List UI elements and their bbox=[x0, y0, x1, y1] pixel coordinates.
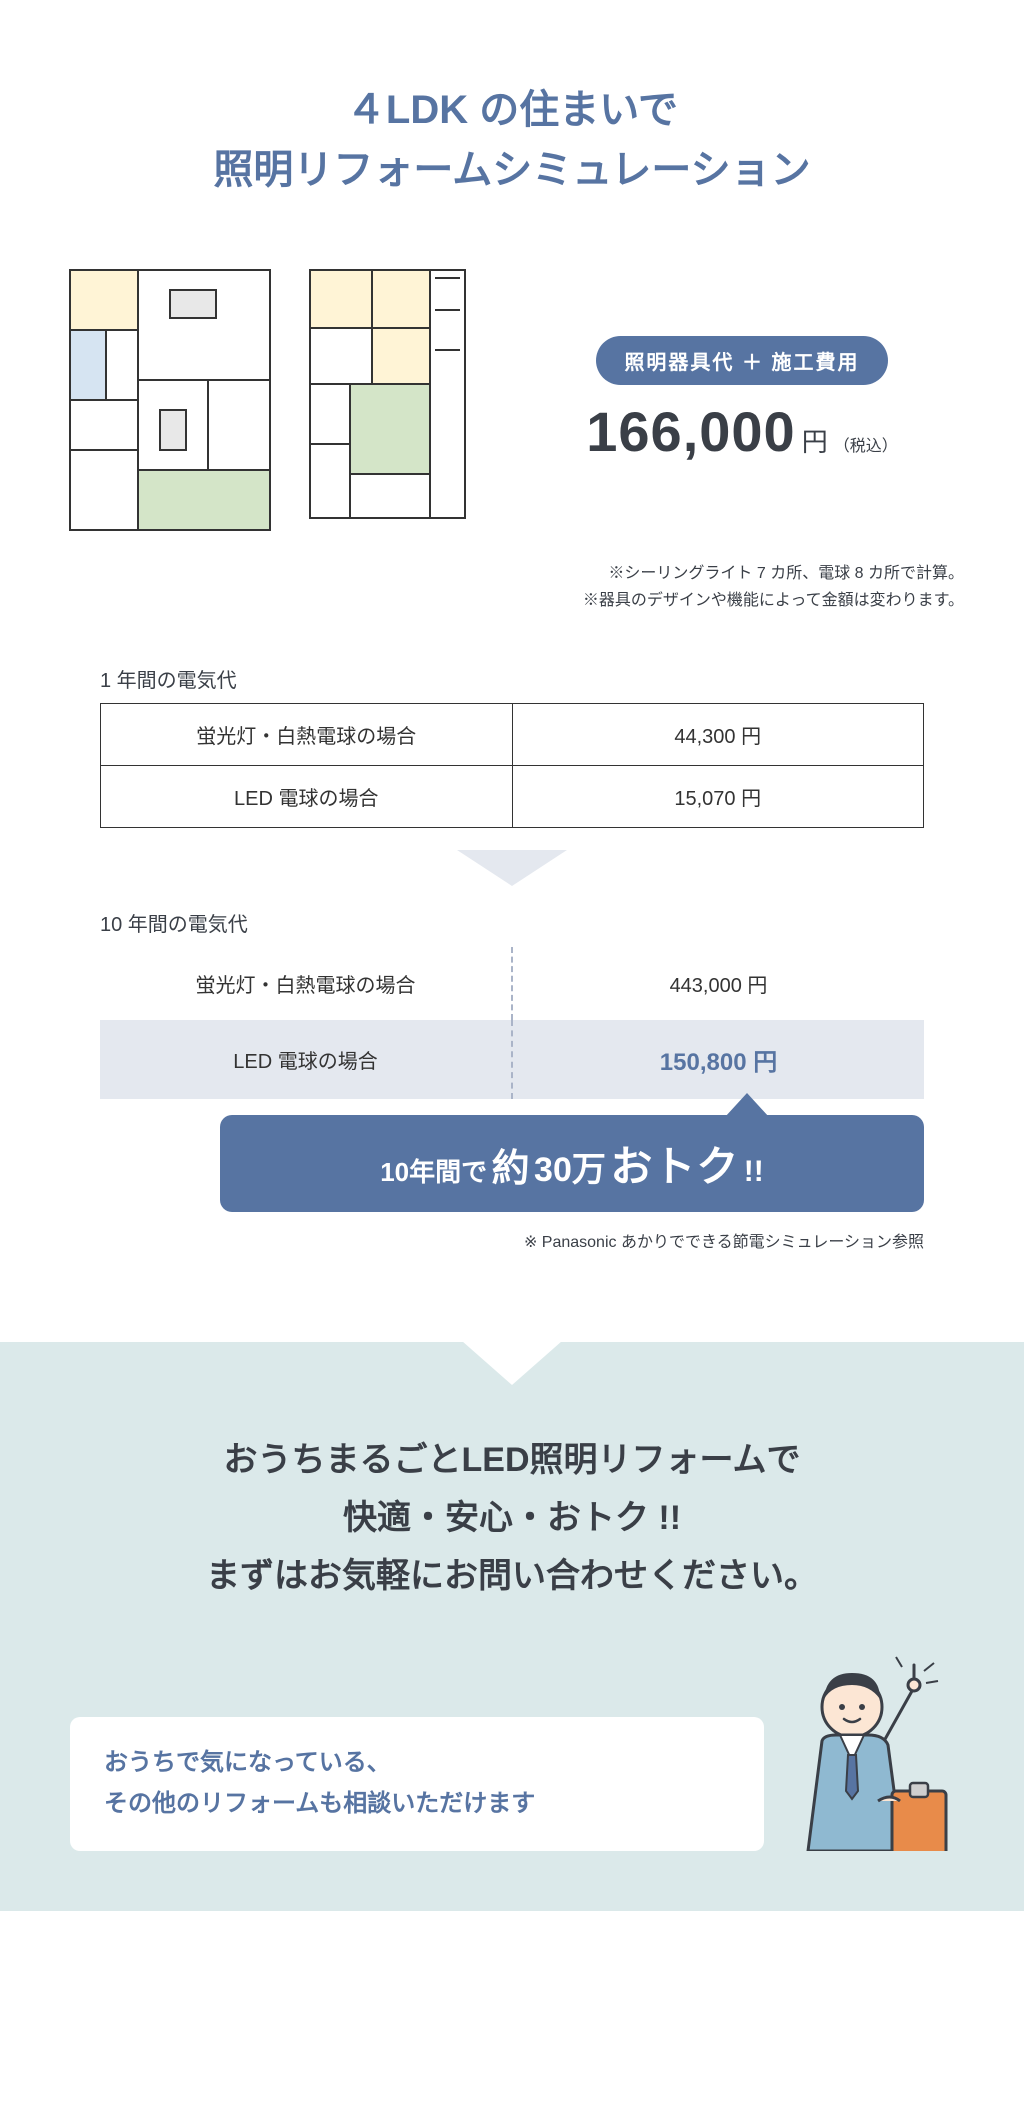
notes: ※シーリングライト 7 カ所、電球 8 カ所で計算。 ※器具のデザインや機能によ… bbox=[60, 560, 964, 614]
table2-title: 10 年間の電気代 bbox=[100, 908, 924, 937]
arrow-down-icon bbox=[457, 850, 567, 886]
t2-r1-value: 150,800 円 bbox=[512, 1020, 924, 1099]
table-row: LED 電球の場合 15,070 円 bbox=[101, 766, 924, 828]
table1-title: 1 年間の電気代 bbox=[100, 664, 924, 693]
note-2: ※器具のデザインや機能によって金額は変わります。 bbox=[60, 587, 964, 614]
callout-b: 約 bbox=[492, 1148, 530, 1190]
savings-callout: 10年間で 約 30万 おトク !! bbox=[220, 1115, 924, 1212]
callout-e: !! bbox=[744, 1155, 764, 1188]
price-tax: （税込） bbox=[834, 432, 898, 456]
floorplan-diagram bbox=[60, 260, 480, 540]
cta-sub: おうちで気になっている、 その他のリフォームも相談いただけます bbox=[70, 1717, 764, 1851]
person-icon bbox=[774, 1651, 954, 1851]
cta-sub2: その他のリフォームも相談いただけます bbox=[104, 1790, 535, 1817]
main-title: ４LDK の住まいで 照明リフォームシミュレーション bbox=[60, 80, 964, 200]
reference-note: ※ Panasonic あかりでできる節電シミュレーション参照 bbox=[100, 1228, 924, 1252]
t2-r0-value: 443,000 円 bbox=[512, 947, 924, 1020]
t1-r1-label: LED 電球の場合 bbox=[101, 766, 513, 828]
table-2: 蛍光灯・白熱電球の場合 443,000 円 LED 電球の場合 150,800 … bbox=[100, 947, 924, 1099]
table-row: 蛍光灯・白熱電球の場合 443,000 円 bbox=[100, 947, 924, 1020]
cta-h3: まずはお気軽にお問い合わせください。 bbox=[206, 1557, 818, 1595]
t2-r1-label: LED 電球の場合 bbox=[100, 1020, 512, 1099]
cta-section: おうちまるごとLED照明リフォームで 快適・安心・おトク !! まずはお気軽にお… bbox=[0, 1342, 1024, 1910]
cta-sub-wrap: おうちで気になっている、 その他のリフォームも相談いただけます bbox=[40, 1651, 984, 1851]
cta-sub1: おうちで気になっている、 bbox=[104, 1749, 391, 1776]
callout-wrap: 10年間で 約 30万 おトク !! bbox=[100, 1115, 924, 1212]
callout-arrow-icon bbox=[725, 1093, 769, 1117]
t1-r0-value: 44,300 円 bbox=[512, 704, 924, 766]
callout-c: 30万 bbox=[534, 1151, 606, 1189]
price-amount: 166,000 bbox=[586, 399, 795, 464]
cta-arrow-icon bbox=[462, 1341, 562, 1385]
table-1: 蛍光灯・白熱電球の場合 44,300 円 LED 電球の場合 15,070 円 bbox=[100, 703, 924, 828]
t1-r0-label: 蛍光灯・白熱電球の場合 bbox=[101, 704, 513, 766]
callout-d: おトク bbox=[610, 1143, 739, 1190]
price-unit: 円 bbox=[802, 422, 828, 459]
table-1-section: 1 年間の電気代 蛍光灯・白熱電球の場合 44,300 円 LED 電球の場合 … bbox=[60, 664, 964, 1252]
cta-h1: おうちまるごとLED照明リフォームで bbox=[224, 1441, 801, 1479]
table-row: 蛍光灯・白熱電球の場合 44,300 円 bbox=[101, 704, 924, 766]
price-pill: 照明器具代 ＋ 施工費用 bbox=[596, 336, 887, 385]
cta-h2: 快適・安心・おトク !! bbox=[343, 1499, 681, 1537]
table-row: LED 電球の場合 150,800 円 bbox=[100, 1020, 924, 1099]
price-block: 照明器具代 ＋ 施工費用 166,000 円 （税込） bbox=[520, 336, 964, 464]
title-line1: ４LDK の住まいで bbox=[346, 88, 678, 132]
title-line2: 照明リフォームシミュレーション bbox=[213, 148, 810, 192]
top-section: 照明器具代 ＋ 施工費用 166,000 円 （税込） bbox=[60, 260, 964, 540]
t1-r1-value: 15,070 円 bbox=[512, 766, 924, 828]
price-row: 166,000 円 （税込） bbox=[520, 399, 964, 464]
cta-heading: おうちまるごとLED照明リフォームで 快適・安心・おトク !! まずはお気軽にお… bbox=[40, 1432, 984, 1605]
t2-r0-label: 蛍光灯・白熱電球の場合 bbox=[100, 947, 512, 1020]
callout-a: 10年間で bbox=[380, 1157, 487, 1187]
note-1: ※シーリングライト 7 カ所、電球 8 カ所で計算。 bbox=[60, 560, 964, 587]
